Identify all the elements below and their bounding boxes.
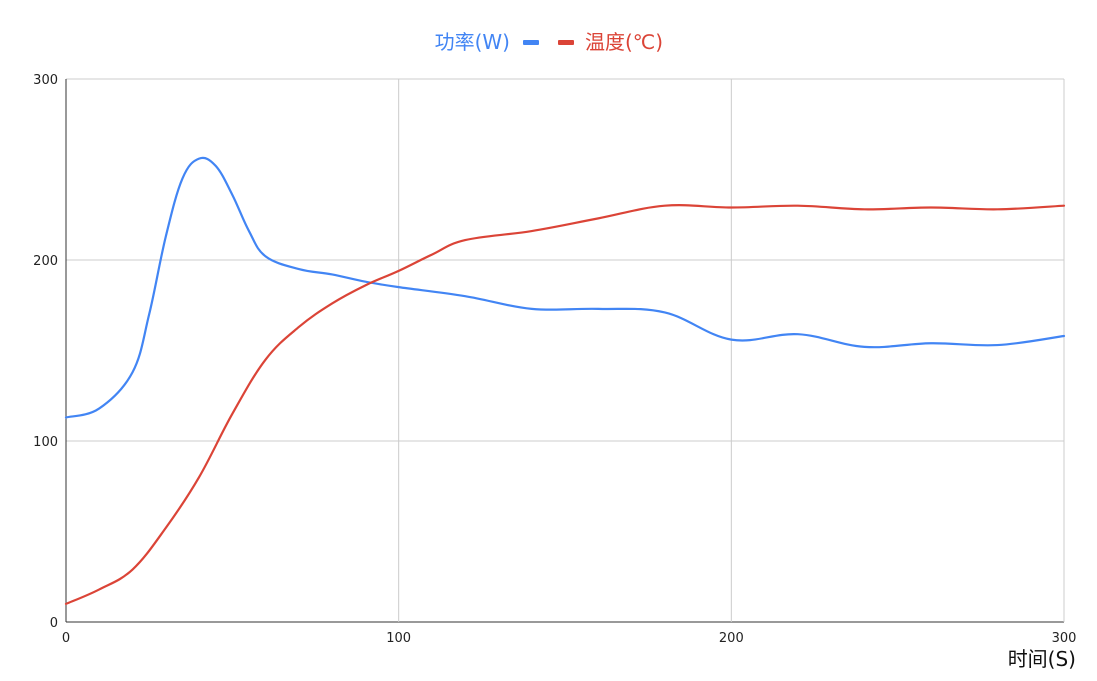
x-tick-label: 100 [386,631,411,646]
y-tick-label: 100 [33,435,58,450]
x-tick-label: 0 [62,631,70,646]
grid-layer [65,78,1065,623]
series-line-1 [64,204,1066,605]
legend-label-power: 功率(W) [435,30,510,54]
y-tick-label: 300 [33,73,58,88]
x-axis-title: 时间(S) [1008,647,1076,671]
x-tick-label: 200 [719,631,744,646]
legend-swatch-power [523,40,539,45]
legend-swatch-temperature [558,40,574,45]
axis-layer: 0 100 200 300 0 100 200 300 [33,73,1076,646]
y-tick-label: 0 [50,616,58,631]
series-layer [64,156,1066,605]
legend: 功率(W) 温度(℃) [435,30,663,54]
y-tick-label: 200 [33,254,58,269]
series-line-0 [64,156,1066,419]
legend-label-temperature: 温度(℃) [585,30,663,54]
x-tick-label: 300 [1052,631,1077,646]
